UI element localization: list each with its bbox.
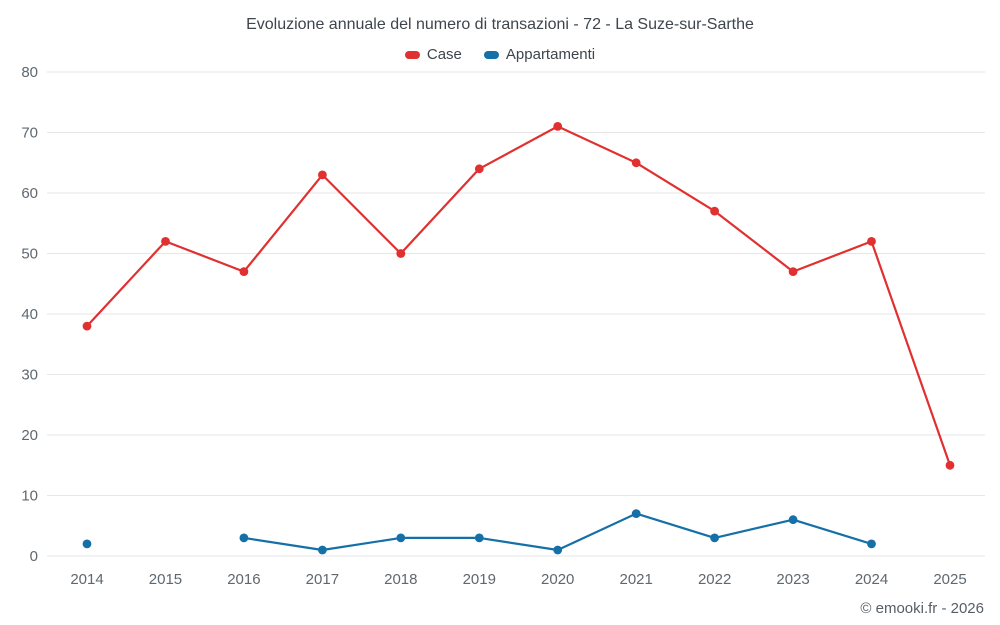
y-tick-label-70: 70 (21, 125, 38, 142)
data-point-case-2019[interactable] (474, 164, 484, 174)
x-tick-label-2016: 2016 (227, 571, 260, 588)
x-tick-label-2023: 2023 (776, 571, 809, 588)
series-line-case (85, 125, 952, 467)
chart-title: Evoluzione annuale del numero di transaz… (246, 16, 754, 33)
y-tick-label-30: 30 (21, 367, 38, 384)
legend-label-appartamenti: Appartamenti (505, 46, 596, 63)
data-point-case-2021[interactable] (631, 158, 641, 168)
data-point-case-2018[interactable] (396, 249, 406, 258)
x-tick-label-2020: 2020 (541, 571, 574, 588)
x-tick-label-2017: 2017 (306, 571, 339, 588)
x-tick-label-2018: 2018 (384, 571, 417, 588)
y-tick-label-10: 10 (21, 488, 38, 505)
x-tick-label-2022: 2022 (698, 571, 731, 588)
data-point-case-2020[interactable] (553, 122, 563, 131)
legend-swatch-appartamenti-icon (483, 50, 499, 59)
y-tick-label-20: 20 (21, 427, 38, 444)
legend: Case Appartamenti (0, 46, 1000, 63)
data-point-appartamenti-2021[interactable] (631, 509, 641, 518)
x-tick-label-2019: 2019 (463, 571, 496, 588)
y-tick-label-0: 0 (30, 548, 38, 565)
data-point-case-2023[interactable] (788, 267, 798, 276)
x-tick-label-2021: 2021 (619, 571, 652, 588)
data-point-case-2025[interactable] (945, 460, 955, 470)
data-point-appartamenti-2016[interactable] (239, 533, 249, 543)
data-point-appartamenti-2024[interactable] (867, 539, 876, 549)
data-point-case-2022[interactable] (710, 206, 719, 216)
y-tick-label-60: 60 (21, 185, 38, 202)
data-point-appartamenti-2014[interactable] (82, 539, 92, 549)
legend-item-appartamenti[interactable]: Appartamenti (483, 46, 596, 63)
data-point-case-2014[interactable] (82, 321, 92, 331)
legend-swatch-case-icon (404, 50, 420, 59)
data-point-appartamenti-2020[interactable] (553, 545, 563, 555)
legend-label-case: Case (426, 46, 462, 63)
data-point-appartamenti-2023[interactable] (788, 515, 798, 525)
y-tick-label-40: 40 (21, 306, 38, 323)
data-point-appartamenti-2019[interactable] (474, 533, 484, 543)
y-tick-label-80: 80 (21, 64, 38, 81)
data-point-appartamenti-2017[interactable] (318, 545, 327, 555)
data-point-appartamenti-2022[interactable] (710, 533, 719, 543)
data-point-case-2017[interactable] (318, 170, 327, 180)
x-tick-label-2024: 2024 (855, 571, 888, 588)
x-tick-label-2014: 2014 (70, 571, 103, 588)
legend-item-case[interactable]: Case (404, 46, 462, 63)
data-point-case-2015[interactable] (161, 237, 170, 246)
x-tick-label-2025: 2025 (933, 571, 966, 588)
y-tick-label-50: 50 (21, 246, 38, 263)
data-point-case-2024[interactable] (867, 237, 876, 246)
x-tick-label-2015: 2015 (149, 571, 182, 588)
data-point-case-2016[interactable] (239, 267, 249, 276)
series-line-appartamenti (242, 512, 873, 552)
copyright-credit: © emooki.fr - 2026 (860, 600, 984, 617)
data-point-appartamenti-2018[interactable] (396, 533, 406, 543)
